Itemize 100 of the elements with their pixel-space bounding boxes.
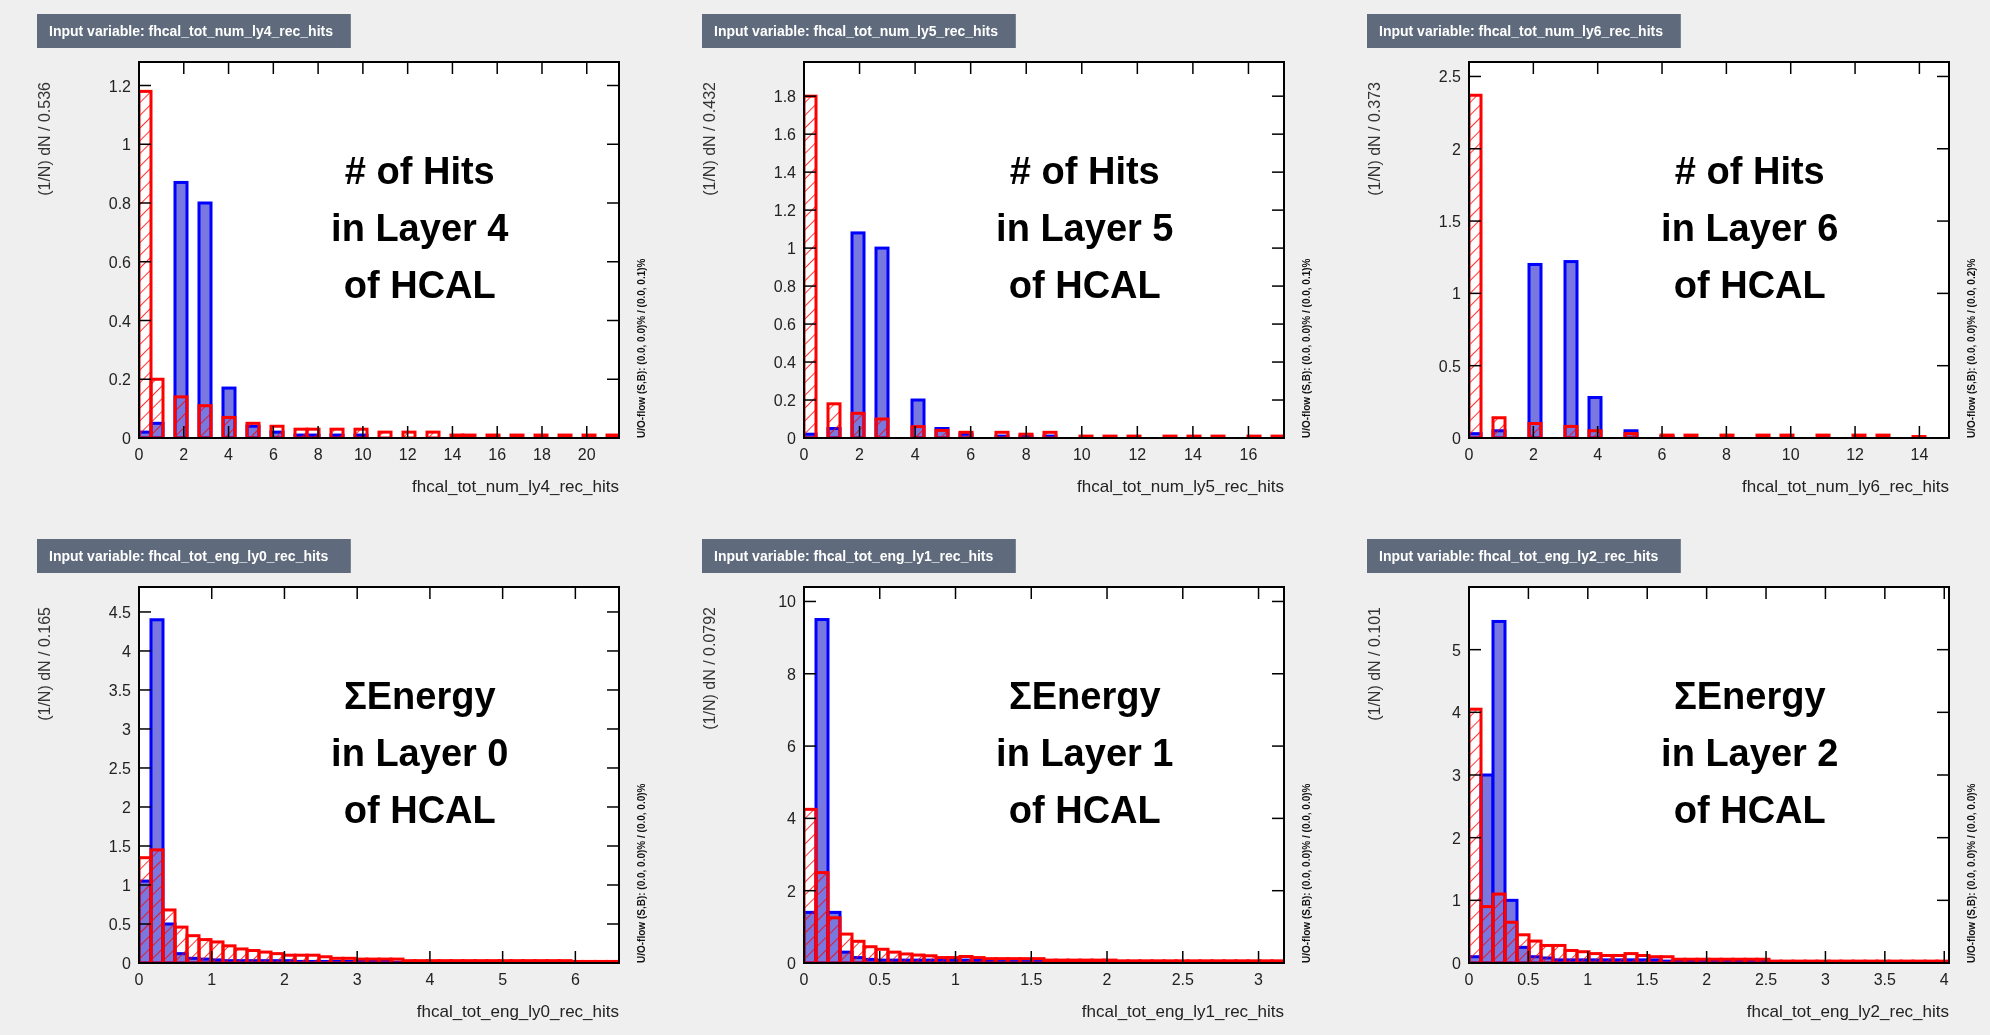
y-tick-label: 1.6 (773, 126, 797, 144)
y-tick-label: 2.5 (108, 759, 132, 777)
x-tick-label: 6 (1657, 446, 1667, 463)
y-tick-label: 1.5 (108, 837, 132, 855)
y-tick-label: 0.4 (108, 312, 132, 330)
x-tick-label: 6 (268, 446, 278, 463)
x-axis-title: fhcal_tot_num_ly4_rec_hits (412, 477, 619, 496)
x-axis-title: fhcal_tot_eng_ly0_rec_hits (416, 1002, 619, 1021)
x-tick-label: 10 (1072, 446, 1091, 463)
y-tick-label: 0 (1452, 955, 1462, 972)
y-tick-label: 4 (1452, 704, 1462, 722)
y-tick-label: 2 (787, 882, 797, 900)
x-tick-label: 1 (951, 971, 961, 988)
x-axis-title: fhcal_tot_num_ly6_rec_hits (1742, 477, 1949, 496)
annotation: ΣEnergy in Layer 1 of HCAL (996, 675, 1174, 831)
x-axis-title: fhcal_tot_num_ly5_rec_hits (1077, 477, 1284, 496)
y-axis-title: (1/N) dN / 0.373 (1366, 81, 1383, 196)
x-tick-label: 2 (1528, 446, 1538, 463)
x-tick-label: 1.5 (1020, 971, 1043, 988)
y-tick-label: 10 (778, 593, 797, 611)
y-tick-label: 1 (122, 876, 132, 894)
y-axis-title: (1/N) dN / 0.0792 (701, 606, 718, 730)
x-tick-label: 2 (1702, 971, 1712, 988)
x-tick-label: 14 (443, 446, 462, 463)
y-tick-label: 0 (122, 430, 132, 447)
x-tick-label: 0 (799, 971, 809, 988)
x-tick-label: 2.5 (1754, 971, 1778, 988)
y-tick-label: 3 (1452, 767, 1462, 784)
y-tick-label: 0.2 (773, 392, 797, 410)
y-tick-label: 6 (787, 738, 797, 756)
x-tick-label: 1 (1583, 971, 1593, 988)
x-tick-label: 8 (313, 446, 323, 463)
x-tick-label: 12 (1128, 446, 1147, 463)
x-tick-label: 0.5 (868, 971, 891, 988)
y-tick-label: 1 (1452, 285, 1462, 303)
x-tick-label: 0 (799, 446, 809, 463)
text: U/O-flow (S,B): (0.0, 0.0)% / (0.0, 0.2)% (1966, 258, 1977, 438)
y-tick-label: 0.5 (108, 916, 132, 933)
y-tick-label: 0.4 (773, 354, 797, 372)
text: U/O-flow (S,B): (0.0, 0.0)% / (0.0, 0.0)% (636, 783, 647, 963)
y-tick-label: 1.5 (1438, 213, 1462, 231)
y-tick-label: 2 (1452, 140, 1462, 158)
y-tick-label: 1 (122, 136, 132, 154)
y-tick-label: 4 (122, 642, 132, 660)
x-tick-label: 2 (1102, 971, 1112, 988)
y-axis-title: (1/N) dN / 0.101 (1366, 606, 1383, 721)
x-tick-label: 5 (498, 971, 508, 988)
y-tick-label: 3.5 (108, 681, 132, 699)
x-tick-label: 1.5 (1636, 971, 1659, 988)
chart-title: Input variable: fhcal_tot_num_ly5_rec_hits (714, 23, 999, 39)
y-tick-label: 0 (122, 955, 132, 972)
y-tick-label: 0.6 (108, 253, 132, 271)
chart-title: Input variable: fhcal_tot_eng_ly0_rec_hits (49, 548, 329, 564)
y-tick-label: 3 (122, 720, 132, 738)
x-tick-label: 3 (352, 971, 362, 988)
x-tick-label: 4 (224, 446, 234, 463)
x-tick-label: 10 (353, 446, 372, 463)
x-axis-title: fhcal_tot_eng_ly2_rec_hits (1746, 1002, 1949, 1021)
text: U/O-flow (S,B): (0.0, 0.0)% / (0.0, 0.0)% (1301, 783, 1312, 963)
y-tick-label: 2 (1452, 829, 1462, 847)
chart-title: Input variable: fhcal_tot_num_ly4_rec_hits (49, 23, 334, 39)
x-tick-label: 3.5 (1873, 971, 1897, 988)
y-tick-label: 0 (1452, 430, 1462, 447)
y-tick-label: 2.5 (1438, 68, 1462, 86)
y-tick-label: 0.8 (108, 195, 132, 212)
annotation: # of Hits in Layer 6 of HCAL (1661, 150, 1839, 306)
x-tick-label: 0 (134, 971, 144, 988)
y-axis-title: (1/N) dN / 0.536 (36, 81, 53, 196)
x-tick-label: 4 (1939, 971, 1949, 988)
x-tick-label: 0.5 (1517, 971, 1540, 988)
x-tick-label: 4 (910, 446, 920, 463)
x-tick-label: 12 (398, 446, 417, 463)
x-tick-label: 8 (1021, 446, 1031, 463)
x-tick-label: 3 (1254, 971, 1264, 988)
y-tick-label: 1 (1452, 892, 1462, 910)
y-tick-label: 0.6 (773, 316, 797, 334)
y-tick-label: 0.8 (773, 278, 797, 296)
x-tick-label: 2.5 (1171, 971, 1195, 988)
x-tick-label: 12 (1846, 446, 1865, 463)
x-tick-label: 2 (280, 971, 289, 988)
x-tick-label: 4 (425, 971, 435, 988)
x-tick-label: 0 (134, 446, 144, 463)
x-tick-label: 14 (1910, 446, 1929, 463)
text: U/O-flow (S,B): (0.0, 0.0)% / (0.0, 0.1)% (1301, 258, 1312, 438)
x-tick-label: 0 (1464, 446, 1474, 463)
y-tick-label: 5 (1452, 641, 1462, 659)
x-axis-title: fhcal_tot_eng_ly1_rec_hits (1081, 1002, 1284, 1021)
annotation: ΣEnergy in Layer 2 of HCAL (1661, 675, 1839, 831)
x-tick-label: 6 (570, 971, 580, 988)
x-tick-label: 1 (207, 971, 217, 988)
y-tick-label: 0 (787, 955, 797, 972)
x-tick-label: 18 (533, 446, 551, 463)
x-tick-label: 16 (488, 446, 507, 463)
y-axis-title: (1/N) dN / 0.165 (36, 606, 53, 721)
y-tick-label: 1 (787, 240, 797, 258)
y-tick-label: 1.4 (773, 164, 797, 182)
chart-title: Input variable: fhcal_tot_eng_ly2_rec_hits (1379, 548, 1659, 564)
text: U/O-flow (S,B): (0.0, 0.0)% / (0.0, 0.0)% (1966, 783, 1977, 963)
x-tick-label: 2 (855, 446, 865, 463)
annotation: ΣEnergy in Layer 0 of HCAL (331, 675, 509, 831)
